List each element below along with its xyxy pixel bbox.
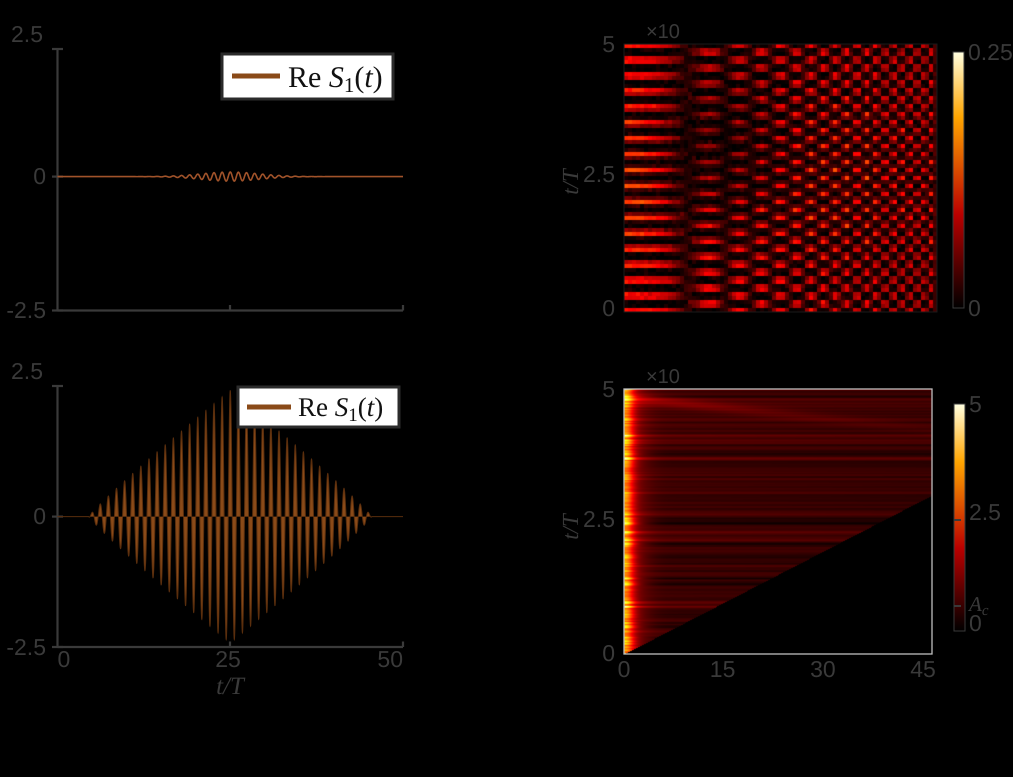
svg-text:0: 0 — [33, 163, 46, 189]
svg-text:Re S1(t): Re S1(t) — [298, 392, 383, 426]
svg-text:0: 0 — [33, 503, 46, 529]
svg-text:Re S1(t): Re S1(t) — [288, 61, 383, 97]
svg-text:0: 0 — [602, 640, 615, 666]
svg-text:×10: ×10 — [646, 366, 680, 388]
svg-text:0: 0 — [618, 656, 631, 682]
svg-text:5: 5 — [969, 391, 982, 417]
svg-text:-2.5: -2.5 — [6, 634, 46, 660]
svg-text:0: 0 — [58, 646, 71, 672]
svg-text:0: 0 — [969, 610, 982, 636]
svg-text:2.5: 2.5 — [969, 499, 1001, 525]
svg-text:-2.5: -2.5 — [6, 297, 46, 320]
svg-text:5: 5 — [602, 376, 615, 402]
svg-text:t/T: t/T — [216, 673, 246, 700]
svg-text:Ac: Ac — [967, 592, 989, 619]
svg-text:25: 25 — [215, 646, 241, 672]
svg-text:0.25: 0.25 — [968, 39, 1013, 65]
svg-text:t/T: t/T — [558, 167, 583, 195]
svg-text:t/T: t/T — [558, 512, 583, 540]
svg-text:0: 0 — [602, 295, 615, 321]
svg-text:15: 15 — [710, 656, 736, 682]
svg-text:2.5: 2.5 — [11, 21, 43, 47]
svg-text:0: 0 — [968, 295, 981, 321]
svg-text:2.5: 2.5 — [11, 358, 43, 384]
svg-text:30: 30 — [810, 656, 836, 682]
svg-text:2.5: 2.5 — [583, 506, 615, 532]
svg-text:5: 5 — [602, 31, 615, 57]
svg-text:45: 45 — [910, 656, 936, 682]
svg-text:×10: ×10 — [646, 21, 680, 43]
svg-text:50: 50 — [377, 646, 403, 672]
svg-text:2.5: 2.5 — [583, 161, 615, 187]
